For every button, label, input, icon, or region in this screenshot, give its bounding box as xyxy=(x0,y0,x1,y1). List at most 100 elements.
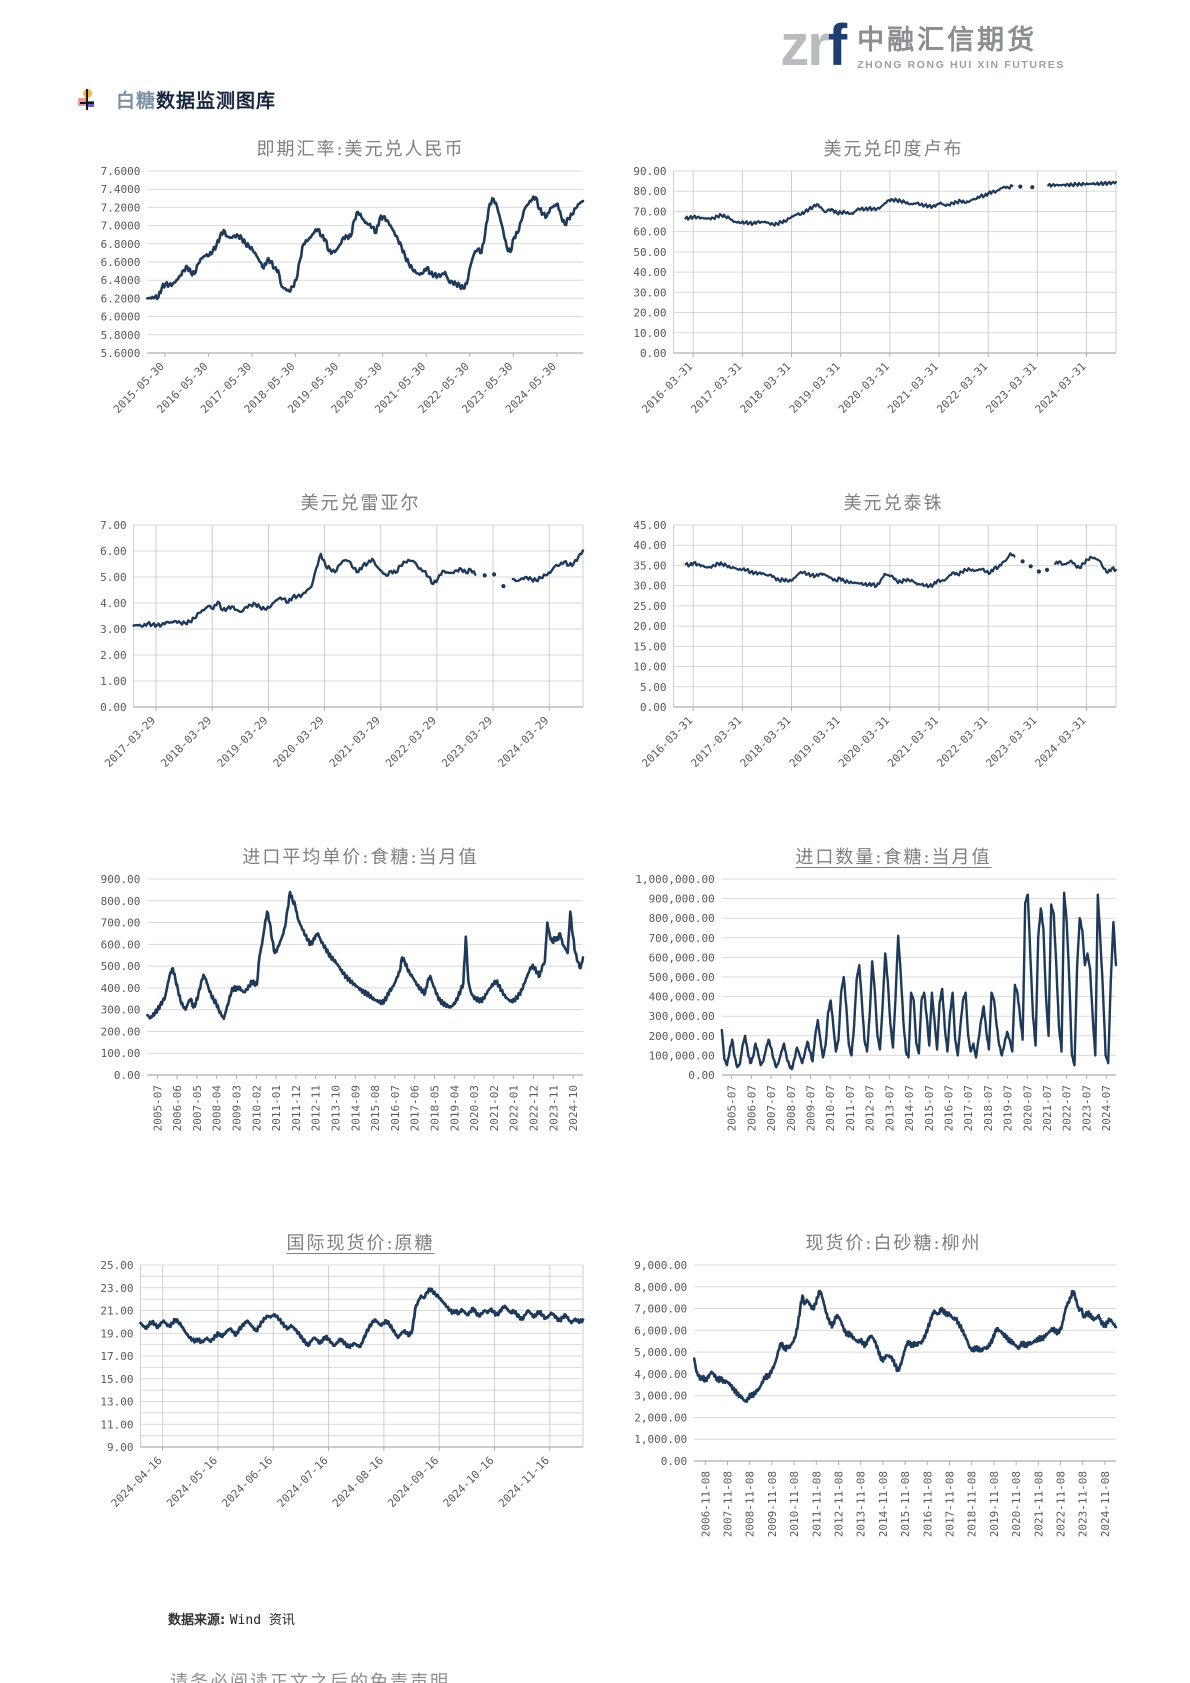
svg-text:70.00: 70.00 xyxy=(633,205,666,218)
svg-text:2006-11-08: 2006-11-08 xyxy=(699,1471,712,1537)
svg-text:400,000.00: 400,000.00 xyxy=(649,991,715,1004)
svg-text:2023-03-31: 2023-03-31 xyxy=(983,360,1039,416)
svg-text:2023-07: 2023-07 xyxy=(1080,1085,1093,1131)
svg-text:2019-11-08: 2019-11-08 xyxy=(988,1471,1001,1537)
svg-text:2017-11-08: 2017-11-08 xyxy=(944,1471,957,1537)
svg-text:2007-07: 2007-07 xyxy=(765,1085,778,1131)
svg-text:2020-03-31: 2020-03-31 xyxy=(836,360,892,416)
svg-text:2018-11-08: 2018-11-08 xyxy=(966,1471,979,1537)
svg-text:200.00: 200.00 xyxy=(101,1025,141,1038)
svg-text:7.00: 7.00 xyxy=(100,519,127,532)
svg-text:23.00: 23.00 xyxy=(100,1282,133,1295)
svg-text:5.00: 5.00 xyxy=(100,571,127,584)
svg-text:2014-07: 2014-07 xyxy=(903,1085,916,1131)
svg-text:2022-12: 2022-12 xyxy=(528,1085,541,1131)
svg-text:2014-11-08: 2014-11-08 xyxy=(877,1471,890,1537)
svg-text:2022-01: 2022-01 xyxy=(508,1085,521,1131)
company-name-en: ZHONG RONG HUI XIN FUTURES xyxy=(857,59,1065,71)
svg-text:2024-04-16: 2024-04-16 xyxy=(109,1454,165,1510)
svg-text:2017-03-29: 2017-03-29 xyxy=(102,714,158,770)
chart-title: 美元兑泰铢 xyxy=(843,493,944,514)
svg-text:2017-03-31: 2017-03-31 xyxy=(688,714,744,770)
svg-text:2010-07: 2010-07 xyxy=(824,1085,837,1131)
svg-text:2024-03-31: 2024-03-31 xyxy=(1033,360,1089,416)
chart-canvas-usd-thb: 45.00 40.00 35.00 30.00 25.00 20.00 15.00 10.00… xyxy=(633,519,1118,770)
svg-text:2016-07: 2016-07 xyxy=(389,1085,402,1131)
svg-text:2023-03-29: 2023-03-29 xyxy=(439,714,495,770)
logo-zrf-icon: zrf xyxy=(780,13,847,78)
svg-text:7,000.00: 7,000.00 xyxy=(634,1303,687,1316)
chart-canvas-usd-cny: 7.6000 7.4000 7.2000 7.0000 6.8000 6.6000 6.40… xyxy=(101,165,585,416)
svg-text:2021-03-29: 2021-03-29 xyxy=(327,714,383,770)
svg-text:5.6000: 5.6000 xyxy=(101,347,141,360)
svg-text:2020-07: 2020-07 xyxy=(1021,1085,1034,1131)
svg-text:3.00: 3.00 xyxy=(100,623,127,636)
svg-text:19.00: 19.00 xyxy=(100,1327,133,1340)
svg-text:0.00: 0.00 xyxy=(688,1069,715,1082)
chart-title: 美元兑印度卢布 xyxy=(823,139,964,160)
svg-text:17.00: 17.00 xyxy=(100,1350,133,1363)
svg-text:7.4000: 7.4000 xyxy=(101,183,141,196)
chart-canvas-usd-inr: 90.00 80.00 70.00 60.00 50.00 40.00 30.00 20.00… xyxy=(633,165,1118,416)
section-bullet-icon xyxy=(76,88,98,112)
svg-text:2024-03-31: 2024-03-31 xyxy=(1033,714,1089,770)
svg-text:45.00: 45.00 xyxy=(633,519,666,532)
svg-text:2019-03-31: 2019-03-31 xyxy=(787,714,843,770)
svg-text:2024-08-16: 2024-08-16 xyxy=(330,1454,386,1510)
svg-text:2023-11-08: 2023-11-08 xyxy=(1077,1471,1090,1537)
svg-text:5.00: 5.00 xyxy=(640,681,667,694)
svg-text:2021-11-08: 2021-11-08 xyxy=(1032,1471,1045,1537)
svg-text:2022-07: 2022-07 xyxy=(1061,1085,1074,1131)
svg-text:2024-10-16: 2024-10-16 xyxy=(441,1454,497,1510)
svg-text:2020-03-29: 2020-03-29 xyxy=(271,714,327,770)
svg-text:13.00: 13.00 xyxy=(100,1396,133,1409)
svg-text:100.00: 100.00 xyxy=(101,1047,141,1060)
svg-text:2011-07: 2011-07 xyxy=(844,1085,857,1131)
disclaimer-text: 请务必阅读正文之后的免责声明 xyxy=(170,1672,450,1683)
svg-text:2024-10: 2024-10 xyxy=(567,1085,580,1131)
chart-usd-thb: 美元兑泰铢 45.00 40.00 35.00 30.00 25.00 20.00 15.0… xyxy=(621,483,1126,817)
svg-text:2016-11-08: 2016-11-08 xyxy=(921,1471,934,1537)
svg-text:2019-04: 2019-04 xyxy=(448,1085,461,1132)
svg-text:2024-07-16: 2024-07-16 xyxy=(275,1454,331,1510)
svg-text:2,000.00: 2,000.00 xyxy=(634,1411,687,1424)
svg-text:2005-07: 2005-07 xyxy=(151,1085,164,1131)
svg-text:600.00: 600.00 xyxy=(101,938,141,951)
svg-text:40.00: 40.00 xyxy=(633,539,666,552)
svg-text:2015-08: 2015-08 xyxy=(369,1085,382,1131)
svg-text:4.00: 4.00 xyxy=(100,597,127,610)
svg-text:2021-03-31: 2021-03-31 xyxy=(885,360,941,416)
svg-text:7.2000: 7.2000 xyxy=(101,201,141,214)
svg-text:60.00: 60.00 xyxy=(633,226,666,239)
chart-usd-cny-spot-rate: 即期汇率:美元兑人民币 7.6000 7.4000 7.2000 7.0000 6.80… xyxy=(88,129,593,463)
svg-text:2022-03-31: 2022-03-31 xyxy=(934,714,990,770)
svg-text:2013-10: 2013-10 xyxy=(330,1085,343,1131)
svg-text:2009-07: 2009-07 xyxy=(804,1085,817,1131)
svg-text:2024-09-16: 2024-09-16 xyxy=(385,1454,441,1510)
svg-text:2017-07: 2017-07 xyxy=(962,1085,975,1131)
svg-text:2022-03-31: 2022-03-31 xyxy=(934,360,990,416)
svg-text:300.00: 300.00 xyxy=(101,1004,141,1017)
svg-text:500,000.00: 500,000.00 xyxy=(649,971,715,984)
chart-title: 进口数量:食糖:当月值 xyxy=(795,847,992,868)
svg-text:2016-03-31: 2016-03-31 xyxy=(639,714,695,770)
svg-text:2019-07: 2019-07 xyxy=(1002,1085,1015,1131)
svg-text:2021-02: 2021-02 xyxy=(488,1085,501,1131)
svg-text:2024-11-16: 2024-11-16 xyxy=(496,1454,552,1510)
data-source-note: 数据来源: Wind 资讯 xyxy=(168,1613,295,1628)
svg-text:2008-04: 2008-04 xyxy=(211,1085,224,1132)
logo-names: 中融汇信期货 ZHONG RONG HUI XIN FUTURES xyxy=(857,20,1065,72)
svg-text:20.00: 20.00 xyxy=(633,620,666,633)
svg-text:300,000.00: 300,000.00 xyxy=(649,1010,715,1023)
svg-text:2005-07: 2005-07 xyxy=(726,1085,739,1131)
svg-text:2013-07: 2013-07 xyxy=(883,1085,896,1131)
svg-text:2006-07: 2006-07 xyxy=(745,1085,758,1131)
svg-text:5,000.00: 5,000.00 xyxy=(634,1346,687,1359)
chart-sugar-import-avg-price: 进口平均单价:食糖:当月值 900.00 800.00 700.00 600.00 50… xyxy=(88,837,593,1203)
chart-liuzhou-white-sugar-spot: 现货价:白砂糖:柳州 9,000.00 8,000.00 7,000.00 6,000… xyxy=(621,1223,1126,1589)
svg-text:40.00: 40.00 xyxy=(633,266,666,279)
svg-text:2023-03-31: 2023-03-31 xyxy=(983,714,1039,770)
svg-text:2018-05: 2018-05 xyxy=(429,1085,442,1131)
svg-text:80.00: 80.00 xyxy=(633,185,666,198)
svg-text:600,000.00: 600,000.00 xyxy=(649,951,715,964)
